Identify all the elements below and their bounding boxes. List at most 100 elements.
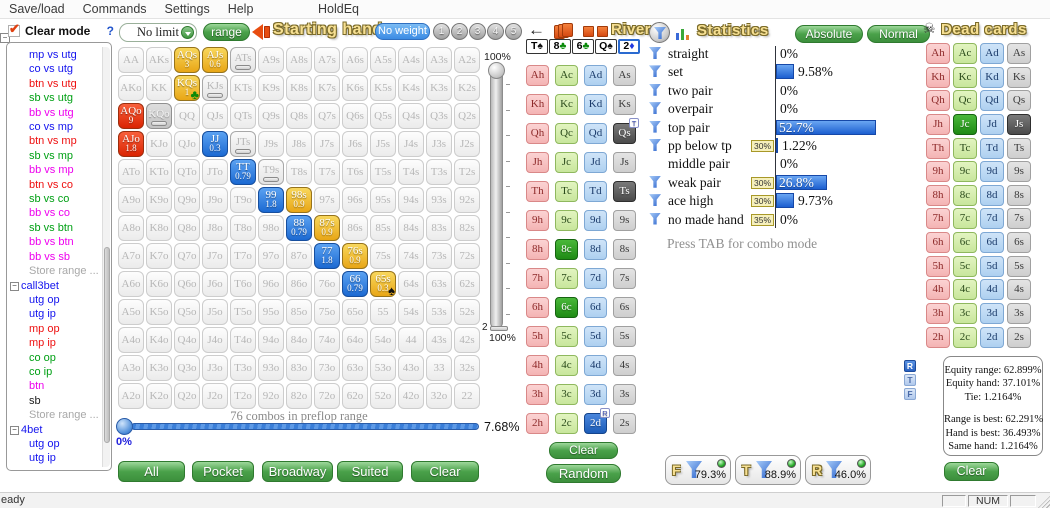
selector-card-Jd[interactable]: Jd [584,152,607,173]
sidebar-item-bb-vs-btn[interactable]: bb vs btn [7,235,111,249]
dead-card-9d[interactable]: 9d [980,161,1004,183]
hand-cell-54o[interactable]: 54o [370,327,396,353]
hand-cell-K2s[interactable]: K2s [454,75,480,101]
hand-cell-QTs[interactable]: QTs [230,103,256,129]
hand-cell-T4o[interactable]: T4o [230,327,256,353]
hand-cell-Q3s[interactable]: Q3s [426,103,452,129]
selector-card-5c[interactable]: 5c [555,326,578,347]
range-slider-handle[interactable] [116,418,133,435]
hand-cell-55[interactable]: 55 [370,299,396,325]
dead-card-Jh[interactable]: Jh [926,113,950,135]
selector-card-4s[interactable]: 4s [613,355,636,376]
hand-cell-K5o[interactable]: K5o [146,299,172,325]
dead-card-Th[interactable]: Th [926,137,950,159]
dead-card-8s[interactable]: 8s [1007,184,1031,206]
hand-cell-K4s[interactable]: K4s [398,75,424,101]
hand-cell-44[interactable]: 44 [398,327,424,353]
hand-cell-95o[interactable]: 95o [258,299,284,325]
hand-cell-KQo[interactable]: KQo [146,103,172,129]
hand-cell-ATo[interactable]: ATo [118,159,144,185]
weight-slider-handle[interactable] [488,62,505,79]
dead-card-3c[interactable]: 3c [953,303,977,325]
selector-card-Kd[interactable]: Kd [584,94,607,115]
hand-cell-A6s[interactable]: A6s [342,47,368,73]
dead-card-Qd[interactable]: Qd [980,90,1004,112]
dead-card-Tc[interactable]: Tc [953,137,977,159]
filter-funnel-icon[interactable] [649,175,661,188]
hand-cell-94s[interactable]: 94s [398,187,424,213]
sidebar-item-utg-ip[interactable]: utg ip [7,307,111,321]
sidebar-item-store-range-[interactable]: Store range ... [7,264,111,278]
selector-card-7c[interactable]: 7c [555,268,578,289]
hand-cell-T6s[interactable]: T6s [342,159,368,185]
dead-card-8h[interactable]: 8h [926,184,950,206]
board-clear-button[interactable]: Clear [549,442,618,459]
hand-cell-63o[interactable]: 63o [342,355,368,381]
weight-slider-track[interactable] [490,63,503,329]
selector-card-Qs[interactable]: Qs T [613,118,639,144]
hand-cell-TT[interactable]: TT 0.79 [230,159,256,185]
hand-cell-A8s[interactable]: A8s [286,47,312,73]
board-card-8c[interactable]: 8♣ [549,39,571,54]
filter-funnel-icon[interactable] [649,120,661,133]
hand-cell-65s[interactable]: 65s 0.3 ♠ [370,271,396,298]
selector-card-8d[interactable]: 8d [584,239,607,260]
hand-cell-Q6o[interactable]: Q6o [174,271,200,297]
hand-cell-Q7s[interactable]: Q7s [314,103,340,129]
hand-cell-QTo[interactable]: QTo [174,159,200,185]
resize-grip[interactable] [1038,496,1050,508]
hand-cell-86s[interactable]: 86s [342,215,368,241]
hand-cell-A6o[interactable]: A6o [118,271,144,297]
hand-cell-J3o[interactable]: J3o [202,355,228,381]
range-slider-track[interactable] [131,423,479,430]
dead-card-Qc[interactable]: Qc [953,90,977,112]
selector-card-Ac[interactable]: Ac [555,65,578,86]
hand-cell-K6s[interactable]: K6s [342,75,368,101]
hand-cell-Q5s[interactable]: Q5s [370,103,396,129]
weight-button-5[interactable]: 5 [505,23,522,40]
selector-card-Ah[interactable]: Ah [526,65,549,86]
hand-cell-85o[interactable]: 85o [286,299,312,325]
hand-cell-KTo[interactable]: KTo [146,159,172,185]
hand-cell-AKs[interactable]: AKs [146,47,172,73]
hand-cell-J9s[interactable]: J9s [258,131,284,157]
hand-cell-86o[interactable]: 86o [286,271,312,297]
hand-cell-QJo[interactable]: QJo [174,131,200,157]
dead-card-6d[interactable]: 6d [980,232,1004,254]
dead-card-6c[interactable]: 6c [953,232,977,254]
hand-cell-J5s[interactable]: J5s [370,131,396,157]
hand-cell-A4s[interactable]: A4s [398,47,424,73]
selector-card-4h[interactable]: 4h [526,355,549,376]
hand-cell-J8o[interactable]: J8o [202,215,228,241]
hand-cell-J6s[interactable]: J6s [342,131,368,157]
hand-cell-77[interactable]: 77 1.8 [314,243,340,269]
hand-cell-A2s[interactable]: A2s [454,47,480,73]
hand-cell-JTo[interactable]: JTo [202,159,228,185]
hand-cell-74s[interactable]: 74s [398,243,424,269]
hand-cell-K7s[interactable]: K7s [314,75,340,101]
sidebar-item-bb-vs-utg[interactable]: bb vs utg [7,106,111,120]
hand-cell-J8s[interactable]: J8s [286,131,312,157]
hand-cell-J4o[interactable]: J4o [202,327,228,353]
selector-card-9s[interactable]: 9s [613,210,636,231]
dead-card-Ac[interactable]: Ac [953,43,977,64]
hand-cell-A9s[interactable]: A9s [258,47,284,73]
hand-cell-AA[interactable]: AA [118,47,144,73]
hand-cell-64s[interactable]: 64s [398,271,424,297]
hand-cell-43o[interactable]: 43o [398,355,424,381]
selector-card-4d[interactable]: 4d [584,355,607,376]
preset-clear-button[interactable]: Clear [411,461,479,482]
hand-cell-Q9o[interactable]: Q9o [174,187,200,213]
hand-cell-J2o[interactable]: J2o [202,383,228,409]
hand-cell-Q8o[interactable]: Q8o [174,215,200,241]
selector-card-5d[interactable]: 5d [584,326,607,347]
selector-card-Tc[interactable]: Tc [555,181,578,202]
filter-funnel-icon[interactable] [649,47,661,59]
hand-cell-92s[interactable]: 92s [454,187,480,213]
weight-button-4[interactable]: 4 [487,23,504,40]
selector-card-Ts[interactable]: Ts [613,181,636,202]
hand-cell-75s[interactable]: 75s [370,243,396,269]
hand-cell-KJs[interactable]: KJs [202,75,228,101]
selector-card-6s[interactable]: 6s [613,297,636,318]
hand-cell-76s[interactable]: 76s 0.9 [342,243,368,269]
